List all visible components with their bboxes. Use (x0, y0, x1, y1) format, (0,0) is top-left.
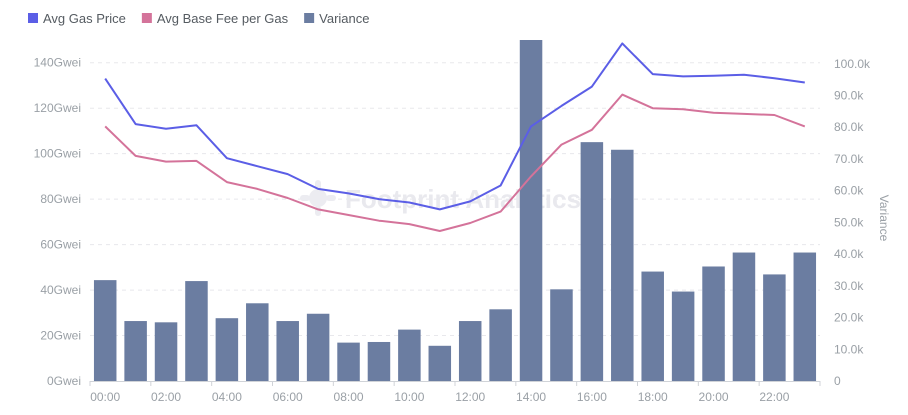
avg-gas-price-line (104, 42, 805, 211)
y-right-tick-label: 50.0k (834, 215, 864, 229)
variance-bar (671, 291, 695, 381)
x-tick-label: 02:00 (151, 390, 181, 404)
y-left-tick-label: 140Gwei (34, 56, 81, 70)
x-tick-label: 20:00 (699, 390, 729, 404)
variance-bar (124, 321, 147, 381)
legend-label: Avg Base Fee per Gas (157, 11, 289, 26)
variance-bar (763, 274, 786, 381)
variance-bar (611, 149, 634, 381)
y-right-axis-title: Variance (877, 195, 891, 242)
legend-label: Variance (319, 11, 369, 26)
avg-base-fee-per-gas-line (104, 93, 806, 232)
legend-item: Variance (304, 11, 369, 26)
y-left-tick-label: 0Gwei (47, 374, 81, 388)
variance-bar (337, 342, 360, 381)
x-tick-label: 10:00 (394, 390, 424, 404)
variance-bar (793, 252, 817, 381)
variance-bar (276, 321, 299, 381)
x-tick-label: 06:00 (273, 390, 303, 404)
variance-bar (93, 280, 117, 381)
variance-bars (93, 40, 817, 381)
legend-item: Avg Gas Price (28, 11, 126, 26)
grid-lines (90, 62, 820, 337)
legend-label: Avg Gas Price (43, 11, 126, 26)
series-lines (104, 42, 806, 232)
x-tick-label: 14:00 (516, 390, 546, 404)
variance-bar (185, 281, 208, 381)
x-tick-label: 18:00 (638, 390, 668, 404)
legend: Avg Gas Price Avg Base Fee per Gas Varianc… (28, 11, 369, 26)
x-tick-label: 08:00 (334, 390, 364, 404)
y-right-tick-label: 40.0k (834, 247, 864, 261)
variance-bar (580, 142, 604, 381)
variance-bar (489, 309, 512, 381)
legend-swatch (28, 13, 38, 23)
axes: 0Gwei 20Gwei 40Gwei 60Gwei 80Gwei 100Gwei 120G… (34, 56, 871, 404)
y-left-tick-label: 80Gwei (40, 192, 81, 206)
variance-bar (641, 271, 664, 381)
variance-bar (458, 321, 482, 381)
variance-bar (306, 313, 330, 381)
variance-bar (732, 252, 756, 381)
variance-bar (154, 322, 178, 381)
legend-swatch (304, 13, 315, 23)
x-tick-label: 12:00 (455, 390, 485, 404)
variance-bar (398, 329, 421, 381)
variance-bar (428, 345, 452, 381)
variance-bar (367, 341, 391, 381)
variance-bar (550, 289, 573, 381)
variance-bar (215, 318, 239, 381)
x-tick-label: 00:00 (90, 390, 120, 404)
x-tick-label: 04:00 (212, 390, 242, 404)
y-right-tick-label: 90.0k (834, 89, 864, 103)
legend-swatch (141, 13, 152, 23)
legend-item: Avg Base Fee per Gas (141, 11, 289, 26)
y-left-tick-label: 100Gwei (34, 147, 81, 161)
x-tick-label: 22:00 (759, 390, 789, 404)
y-right-tick-label: 100.0k (834, 57, 871, 71)
y-right-tick-label: 10.0k (834, 342, 864, 356)
y-left-tick-label: 20Gwei (40, 329, 81, 343)
y-right-tick-label: 0 (834, 374, 841, 388)
y-left-tick-label: 40Gwei (40, 283, 81, 297)
y-right-tick-label: 20.0k (834, 311, 864, 325)
x-tick-label: 16:00 (577, 390, 607, 404)
watermark-logo-icon (300, 180, 336, 216)
variance-bar (519, 40, 543, 381)
variance-bar (246, 303, 269, 381)
variance-bar (702, 266, 725, 381)
y-right-tick-label: 60.0k (834, 184, 864, 198)
y-left-tick-label: 120Gwei (34, 101, 81, 115)
y-right-tick-label: 80.0k (834, 120, 864, 134)
y-left-tick-label: 60Gwei (40, 238, 81, 252)
y-right-tick-label: 30.0k (834, 279, 864, 293)
y-right-tick-label: 70.0k (834, 152, 864, 166)
